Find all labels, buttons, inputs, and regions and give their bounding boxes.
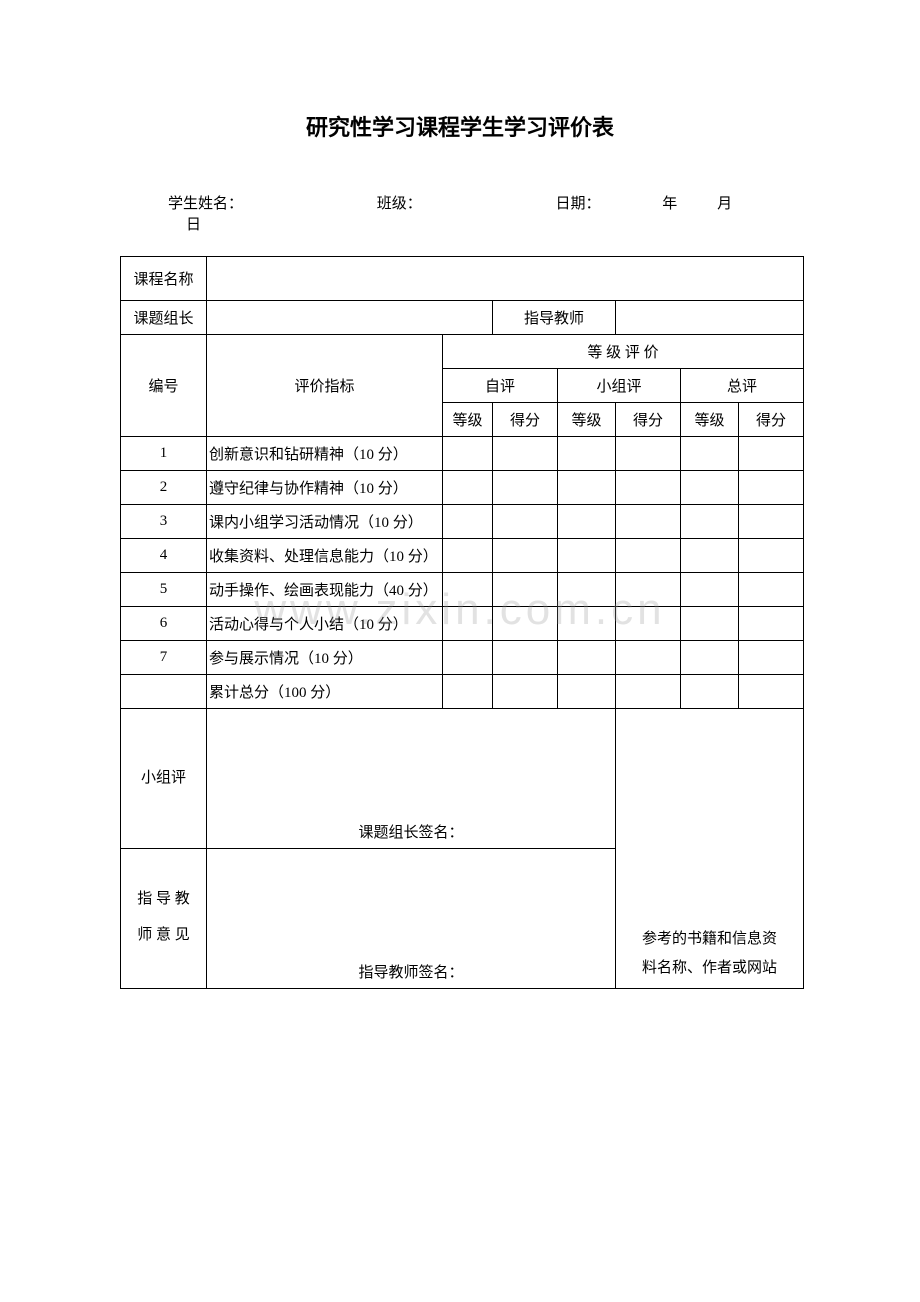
advisor-opinion-label: 指 导 教 师 意 见 <box>121 849 207 989</box>
year-unit: 年 <box>662 192 677 213</box>
advisor-opinion-l2: 师 意 见 <box>125 917 202 953</box>
advisor-opinion-l1: 指 导 教 <box>125 881 202 917</box>
course-name-value <box>207 257 804 301</box>
table-row: 7 参与展示情况（10 分） <box>121 641 804 675</box>
indicator-text: 活动心得与个人小结（10 分） <box>207 607 443 641</box>
indicator-id: 7 <box>121 641 207 675</box>
indicator-text: 遵守纪律与协作精神（10 分） <box>207 471 443 505</box>
table-row: 5 动手操作、绘画表现能力（40 分） <box>121 573 804 607</box>
score-col: 得分 <box>493 403 558 437</box>
total-row-label: 累计总分（100 分） <box>207 675 443 709</box>
table-row: 2 遵守纪律与协作精神（10 分） <box>121 471 804 505</box>
indicator-text: 课内小组学习活动情况（10 分） <box>207 505 443 539</box>
advisor-sig-label: 指导教师签名： <box>358 965 463 981</box>
indicator-header: 评价指标 <box>207 335 443 437</box>
indicator-id: 6 <box>121 607 207 641</box>
table-row: 课题组长 指导教师 <box>121 301 804 335</box>
grade-eval-header: 等 级 评 价 <box>443 335 804 369</box>
grade-col: 等级 <box>558 403 616 437</box>
group-leader-sig-label: 课题组长签名： <box>358 825 463 841</box>
indicator-id: 2 <box>121 471 207 505</box>
group-comment-label: 小组评 <box>121 709 207 849</box>
total-row-blank <box>121 675 207 709</box>
grade-col: 等级 <box>443 403 493 437</box>
indicator-id: 4 <box>121 539 207 573</box>
indicator-id: 5 <box>121 573 207 607</box>
evaluation-table: 课程名称 课题组长 指导教师 编号 评价指标 等 级 评 价 自评 小组评 总评… <box>120 256 804 989</box>
indicator-text: 创新意识和钻研精神（10 分） <box>207 437 443 471</box>
ref-line2: 料名称、作者或网站 <box>620 954 799 983</box>
advisor-label: 指导教师 <box>493 301 616 335</box>
meta-line: 学生姓名： 班级： 日期： 年 月 日 <box>120 192 800 234</box>
student-name-label: 学生姓名： <box>168 192 243 213</box>
class-label: 班级： <box>377 192 422 213</box>
score-col: 得分 <box>616 403 681 437</box>
table-row: 编号 评价指标 等 级 评 价 <box>121 335 804 369</box>
table-row: 4 收集资料、处理信息能力（10 分） <box>121 539 804 573</box>
group-eval-header: 小组评 <box>558 369 681 403</box>
advisor-opinion-area: 指导教师签名： <box>207 849 616 989</box>
id-header: 编号 <box>121 335 207 437</box>
indicator-id: 1 <box>121 437 207 471</box>
group-leader-label: 课题组长 <box>121 301 207 335</box>
date-label: 日期： <box>556 192 601 213</box>
page-title: 研究性学习课程学生学习评价表 <box>120 110 800 142</box>
table-row: 课程名称 <box>121 257 804 301</box>
table-row: 1 创新意识和钻研精神（10 分） <box>121 437 804 471</box>
advisor-value <box>616 301 804 335</box>
group-leader-value <box>207 301 493 335</box>
table-row: 小组评 课题组长签名： 参考的书籍和信息资 料名称、作者或网站 <box>121 709 804 849</box>
course-name-label: 课程名称 <box>121 257 207 301</box>
day-unit: 日 <box>186 213 201 234</box>
table-row: 6 活动心得与个人小结（10 分） <box>121 607 804 641</box>
score-col: 得分 <box>739 403 804 437</box>
ref-line1: 参考的书籍和信息资 <box>620 925 799 954</box>
self-eval-header: 自评 <box>443 369 558 403</box>
indicator-text: 参与展示情况（10 分） <box>207 641 443 675</box>
table-row: 累计总分（100 分） <box>121 675 804 709</box>
grade-col: 等级 <box>681 403 739 437</box>
indicator-id: 3 <box>121 505 207 539</box>
month-unit: 月 <box>717 192 732 213</box>
table-row: 3 课内小组学习活动情况（10 分） <box>121 505 804 539</box>
reference-cell: 参考的书籍和信息资 料名称、作者或网站 <box>616 709 804 989</box>
indicator-text: 收集资料、处理信息能力（10 分） <box>207 539 443 573</box>
group-comment-area: 课题组长签名： <box>207 709 616 849</box>
indicator-text: 动手操作、绘画表现能力（40 分） <box>207 573 443 607</box>
total-eval-header: 总评 <box>681 369 804 403</box>
